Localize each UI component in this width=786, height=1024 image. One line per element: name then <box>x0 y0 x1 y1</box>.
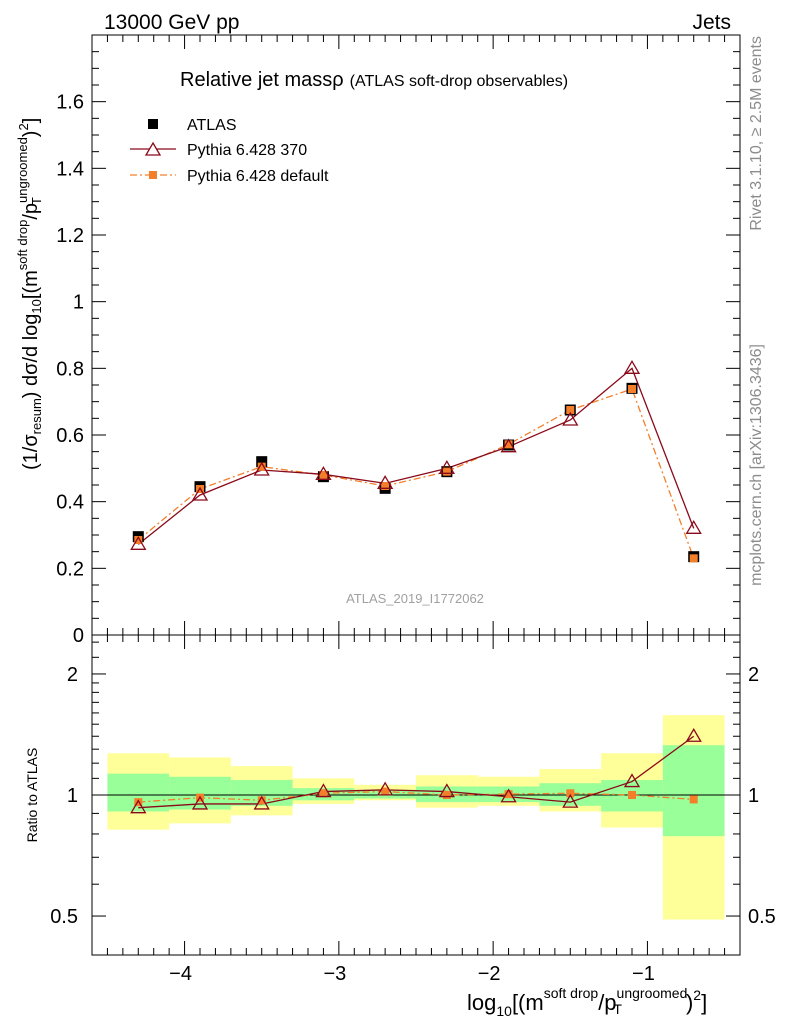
legend-pythia370-label: Pythia 6.428 370 <box>187 142 307 159</box>
ratio-pythia-370-line <box>138 735 695 809</box>
plot-subtitle: (ATLAS soft-drop observables) <box>350 73 568 90</box>
pythia-default-point <box>628 385 636 393</box>
ratio-panel: 0.5 0.5 1 1 2 2 −4 −3 −2 −1 Ratio to ATLAS log10… <box>24 634 776 1019</box>
ratio-ytick-label: 0.5 <box>50 906 78 928</box>
plot-title: Relative jet massρ (ATLAS soft-drop obser… <box>180 69 568 91</box>
ratio-xtick-label: −1 <box>632 963 655 985</box>
ratio-pythia-370-point <box>685 727 702 742</box>
main-ytick-label: 1 <box>73 292 84 314</box>
ratio-band-inner <box>662 745 725 837</box>
ratio-ylabel: Ratio to ATLAS <box>24 748 40 843</box>
ratio-pythia-default-point <box>504 790 513 799</box>
legend-pythiadefault-marker <box>149 171 157 179</box>
pythia-370-point <box>315 466 332 480</box>
ratio-ytick-label-right: 1 <box>748 785 759 807</box>
main-ytick-label: 0.4 <box>56 492 84 514</box>
ratio-pythia-370-point <box>191 795 209 810</box>
pythia-default-point <box>504 440 513 449</box>
pythia-default-point <box>689 554 698 563</box>
ratio-pythia-default-point <box>381 787 390 796</box>
ratio-pythia-370-point <box>438 783 455 798</box>
pythia-370-point <box>623 360 641 374</box>
pythia-default-point <box>134 536 143 544</box>
pythia-default-point <box>381 482 390 490</box>
ratio-pythia-default-point <box>566 789 575 798</box>
plot-title-rho: ρ <box>332 69 343 91</box>
ratio-pythia-default-line <box>138 790 694 803</box>
pythia-default-point <box>566 406 575 414</box>
pythia-370-point <box>253 461 270 476</box>
main-ytick-label: 0.6 <box>56 425 84 447</box>
ratio-pythia-370-point <box>130 799 147 814</box>
pythia-370-point <box>191 486 209 501</box>
ratio-ytick-label: 2 <box>67 664 78 686</box>
ratio-pythia-370-point <box>253 795 270 810</box>
ratio-pythia-default-point <box>689 795 698 804</box>
main-ylabel: (1/σresum) dσ/d log10[(msoft drop/pungro… <box>15 118 44 470</box>
pythia-370-point <box>130 536 147 550</box>
ratio-pythia-default-point <box>628 791 636 799</box>
legend-pythiadefault-label: Pythia 6.428 default <box>187 168 329 185</box>
main-ytick-label: 0.8 <box>56 358 84 380</box>
ratio-pythia-370-point <box>562 793 579 808</box>
category-label: Jets <box>692 11 731 34</box>
energy-label: 13000 GeV pp <box>104 11 239 34</box>
pythia-default-line <box>137 388 695 559</box>
pythia-370-point <box>685 520 702 534</box>
main-ytick-label: 1.2 <box>56 225 84 247</box>
pythia-370-point <box>500 438 517 453</box>
main-ytick-label: 1.4 <box>56 158 84 180</box>
pythia-default-point <box>442 467 451 476</box>
legend: ATLAS Pythia 6.428 370 Pythia 6.428 defa… <box>130 117 329 185</box>
ratio-pythia-370-point <box>377 781 394 796</box>
ratio-pythia-default-point <box>134 798 143 807</box>
main-panel: 0 0.2 0.4 0.6 0.8 1 1.2 1.4 1.6 Relative jet mas… <box>15 34 741 647</box>
ratio-ytick-label: 1 <box>67 785 78 807</box>
ratio-pythia-370-point <box>315 783 332 798</box>
ratio-pythia-370-point <box>623 773 641 788</box>
ratio-xtick-label: −4 <box>169 963 192 985</box>
pythia-370-line <box>137 367 695 545</box>
ratio-xtick-label: −3 <box>323 963 346 985</box>
legend-pythia370-marker <box>144 141 162 156</box>
ratio-pythia-370-point <box>500 788 517 803</box>
ratio-pythia-default-point <box>442 791 451 799</box>
ratio-ytick-label-right: 0.5 <box>748 906 776 928</box>
ratio-xlabel: log10[(msoft drop/pungroomed T)2] <box>467 985 707 1019</box>
rivet-label: Rivet 3.1.10, ≥ 2.5M events <box>748 36 765 231</box>
ratio-pythia-default-point <box>319 789 328 798</box>
pythia-370-point <box>438 460 455 474</box>
atlas-point <box>256 456 268 468</box>
pythia-default-point <box>257 462 266 471</box>
ratio-xtick-label: −2 <box>478 963 501 985</box>
pythia-default-point <box>319 471 328 479</box>
legend-atlas-marker <box>148 119 158 129</box>
analysis-label: ATLAS_2019_I1772062 <box>346 591 484 606</box>
ratio-pythia-default-point <box>257 796 266 805</box>
main-ytick-label: 0.2 <box>56 558 84 580</box>
main-ytick-label: 0 <box>73 625 84 647</box>
pythia-370-point <box>562 411 579 426</box>
legend-atlas-label: ATLAS <box>187 117 237 134</box>
mcplots-label: mcplots.cern.ch [arXiv:1306.3436] <box>748 344 765 586</box>
ratio-ytick-label-right: 2 <box>748 664 759 686</box>
plot-title-main: Relative jet mass <box>180 69 332 91</box>
pythia-370-point <box>377 475 394 489</box>
main-ytick-label: 1.6 <box>56 92 84 114</box>
